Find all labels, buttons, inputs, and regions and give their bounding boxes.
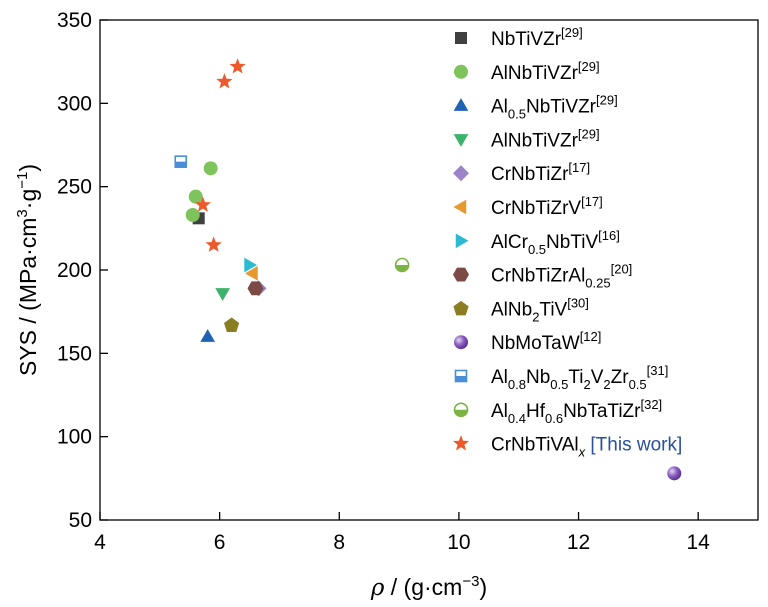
x-tick-label: 8 [333, 531, 345, 554]
y-tick-label: 200 [57, 259, 92, 282]
x-tick-label: 10 [447, 531, 470, 554]
y-tick-label: 300 [57, 92, 92, 115]
legend-label: CrNbTiZrAl0.25[20] [491, 262, 632, 291]
legend-marker [454, 369, 468, 383]
legend-label: CrNbTiZr[17] [491, 160, 590, 185]
legend-label: AlNbTiVZr[29] [491, 126, 600, 151]
legend-marker [453, 199, 467, 215]
legend-marker [453, 134, 469, 147]
legend-marker [454, 64, 468, 79]
data-point [215, 288, 230, 301]
data-point [244, 257, 258, 273]
legend-marker [454, 335, 468, 350]
legend-label: Al0.4Hf0.6NbTaTiZr[32] [491, 397, 662, 426]
y-tick-label: 250 [57, 176, 92, 199]
data-point [200, 329, 216, 342]
legend-label: Al0.5NbTiVZr[29] [491, 93, 618, 122]
legend-label: CrNbTiZrV[17] [491, 194, 603, 219]
legend-label: CrNbTiVAlx [This work] [491, 435, 682, 460]
legend-label: NbTiVZr[29] [491, 25, 583, 50]
legend-label: NbMoTaW[12] [491, 329, 601, 354]
x-axis-label: ρ / (g·cm−3) [370, 573, 487, 601]
data-point [229, 58, 246, 74]
y-tick-label: 50 [69, 509, 92, 532]
x-tick-label: 6 [214, 531, 226, 554]
legend-marker [453, 165, 469, 182]
y-tick-label: 150 [57, 342, 92, 365]
tick-labels: 4 6 8 10 12 14 50 100 150 200 250 300 350 [57, 9, 710, 554]
data-markers [174, 58, 682, 481]
data-point [203, 161, 218, 176]
data-point [247, 281, 264, 296]
data-point [216, 73, 233, 89]
data-point [667, 466, 682, 481]
y-tick-label: 350 [57, 9, 92, 32]
data-point [174, 155, 188, 168]
data-point [205, 236, 222, 252]
legend-marker [455, 233, 469, 249]
x-tick-label: 14 [687, 531, 711, 554]
data-point [185, 208, 200, 222]
x-tick-label: 4 [94, 531, 106, 554]
data-point [245, 265, 258, 281]
data-point [223, 317, 240, 332]
legend-marker [453, 300, 469, 316]
legend-label: AlNb2TiV[30] [491, 295, 589, 324]
legend-marker [453, 98, 469, 111]
y-axis-label: SYS / (MPa·cm3·g−1) [14, 164, 41, 376]
data-point [394, 257, 410, 273]
legend-marker [453, 402, 469, 418]
legend-marker [453, 267, 469, 282]
legend-label: Al0.8Nb0.5Ti2V2Zr0.5[31] [491, 363, 668, 392]
legend: NbTiVZr[29] AlNbTiVZr[29] Al0.5NbTiVZr[29]… [452, 25, 682, 460]
axis-ticks [99, 19, 699, 521]
legend-label: AlCr0.5NbTiV[16] [491, 228, 620, 257]
y-tick-label: 100 [57, 426, 92, 449]
x-tick-label: 12 [567, 531, 590, 554]
legend-marker [452, 435, 470, 451]
legend-label: AlNbTiVZr[29] [491, 59, 600, 84]
legend-marker [455, 32, 467, 44]
data-point [188, 189, 203, 204]
data-point [194, 196, 211, 212]
